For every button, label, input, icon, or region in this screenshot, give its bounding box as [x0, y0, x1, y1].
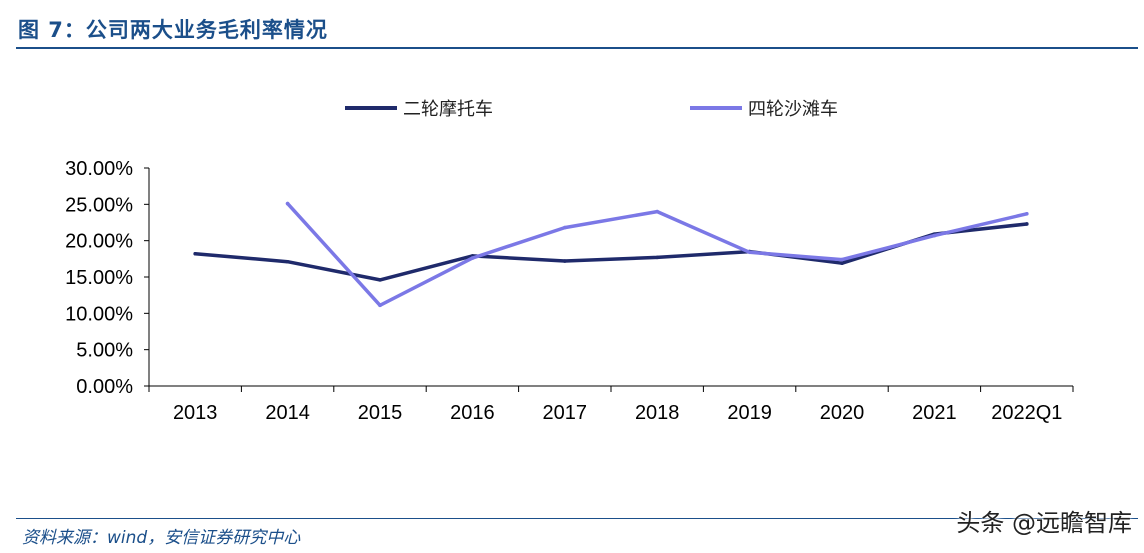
y-tick-label: 10.00%	[65, 303, 133, 325]
data-point-1-2022Q1	[1025, 222, 1029, 226]
data-point-2-2019	[747, 250, 752, 255]
figure-title: 图 7：公司两大业务毛利率情况	[18, 18, 328, 42]
data-point-2-2021	[932, 233, 937, 238]
data-point-1-2017	[563, 259, 567, 263]
y-tick-label: 15.00%	[65, 267, 133, 289]
y-tick-label: 0.00%	[76, 376, 133, 398]
x-tick-label: 2020	[820, 402, 865, 424]
data-point-1-2015	[378, 278, 382, 282]
series-line-1	[193, 222, 1029, 282]
data-point-2-2014	[285, 201, 290, 206]
chart-legend: 二轮摩托车 四轮沙滩车	[345, 99, 838, 120]
y-tick-label: 25.00%	[65, 194, 133, 216]
y-tick-label: 30.00%	[65, 158, 133, 180]
source-rule	[16, 518, 1138, 519]
source-note: 资料来源：wind，安信证券研究中心	[22, 528, 301, 548]
title-rule	[16, 47, 1138, 49]
x-tick-label: 2022Q1	[991, 402, 1062, 424]
x-tick-label: 2018	[635, 402, 680, 424]
data-point-2-2018	[655, 209, 659, 214]
x-tick-label: 2016	[450, 402, 495, 424]
legend-label-2: 四轮沙滩车	[748, 99, 838, 120]
data-point-2-2020	[840, 257, 844, 262]
data-point-2-2017	[563, 225, 567, 230]
data-point-2-2015	[378, 303, 382, 308]
data-point-1-2013	[193, 251, 197, 256]
data-point-1-2020	[840, 261, 844, 265]
series-line-2	[285, 201, 1029, 308]
chart-series	[193, 201, 1029, 308]
x-tick-label: 2017	[543, 402, 588, 424]
x-tick-label: 2019	[727, 402, 772, 424]
watermark: 头条 @远瞻智库	[956, 509, 1132, 537]
legend-label-1: 二轮摩托车	[403, 99, 493, 120]
data-point-2-2016	[470, 256, 475, 260]
x-tick-label: 2015	[358, 402, 403, 424]
chart-axes: 0.00% 5.00% 10.00% 15.00% 20.00% 25.00% 30.00%…	[65, 158, 1074, 424]
data-point-1-2014	[285, 259, 290, 264]
data-point-1-2018	[655, 255, 659, 260]
x-tick-label: 2013	[173, 402, 218, 424]
data-point-2-2022Q1	[1025, 211, 1029, 216]
y-tick-label: 5.00%	[76, 340, 133, 362]
y-tick-label: 20.00%	[65, 231, 133, 253]
x-tick-label: 2014	[265, 402, 310, 424]
x-tick-label: 2021	[912, 402, 957, 424]
